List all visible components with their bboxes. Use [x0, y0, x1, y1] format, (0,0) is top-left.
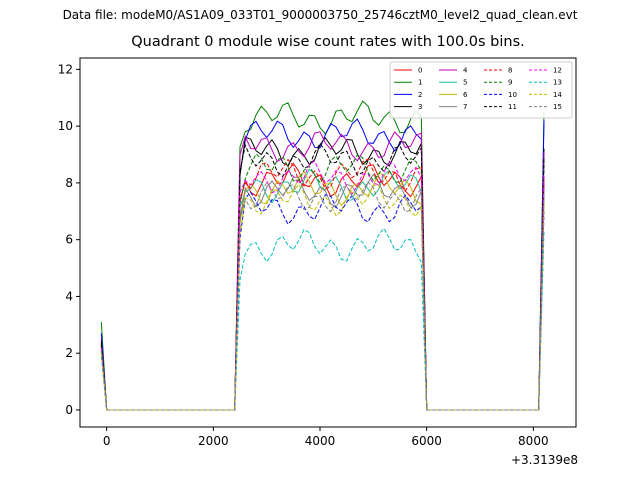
y-tick-label: 4: [65, 289, 73, 303]
y-tick-label: 10: [58, 119, 73, 133]
legend-label-7: 7: [463, 103, 467, 111]
series-line-13: [100, 227, 545, 411]
series-line-4: [100, 131, 545, 411]
series-line-15: [100, 181, 545, 411]
legend-label-5: 5: [463, 79, 467, 87]
y-tick-label: 2: [65, 346, 73, 360]
legend-label-2: 2: [418, 91, 422, 99]
legend-label-6: 6: [463, 91, 468, 99]
series-line-6: [100, 170, 545, 411]
legend-label-4: 4: [463, 67, 468, 75]
series-line-5: [100, 168, 545, 411]
axes-frame: [79, 57, 577, 428]
series-line-8: [100, 158, 545, 411]
x-tick-label: 8000: [518, 434, 549, 448]
x-offset-label: +3.3139e8: [510, 453, 578, 467]
figure-suptitle: Data file: modeM0/AS1A09_033T01_90000037…: [62, 8, 578, 22]
legend-label-1: 1: [418, 79, 422, 87]
y-tick-label: 0: [65, 403, 73, 417]
y-tick-label: 8: [65, 176, 73, 190]
x-tick-label: 6000: [411, 434, 442, 448]
legend-label-3: 3: [418, 103, 422, 111]
series-line-10: [100, 191, 545, 411]
legend-box: [389, 61, 573, 119]
y-tick-label: 6: [65, 233, 73, 247]
legend-label-10: 10: [508, 91, 517, 99]
legend-label-8: 8: [508, 67, 512, 75]
x-tick-label: 0: [103, 434, 111, 448]
y-tick-label: 12: [58, 62, 73, 76]
series-line-2: [100, 118, 545, 411]
x-tick-label: 4000: [305, 434, 336, 448]
legend-label-9: 9: [508, 79, 512, 87]
x-axis: 0 2000 4000 6000 8000: [103, 427, 549, 448]
series-line-7: [100, 173, 545, 411]
plot-lines: [100, 100, 545, 411]
chart-title: Quadrant 0 module wise count rates with …: [131, 34, 525, 50]
series-line-1: [100, 100, 545, 411]
series-line-11: [100, 142, 545, 411]
x-tick-label: 2000: [198, 434, 229, 448]
series-line-14: [100, 183, 545, 411]
legend-label-15: 15: [553, 103, 562, 111]
legend-label-12: 12: [553, 67, 562, 75]
series-line-9: [100, 153, 545, 411]
legend-label-13: 13: [553, 79, 562, 87]
legend-label-0: 0: [418, 67, 422, 75]
legend-label-11: 11: [508, 103, 517, 111]
legend-label-14: 14: [553, 91, 562, 99]
y-axis: 0 2 4 6 8 10 12: [58, 62, 80, 417]
